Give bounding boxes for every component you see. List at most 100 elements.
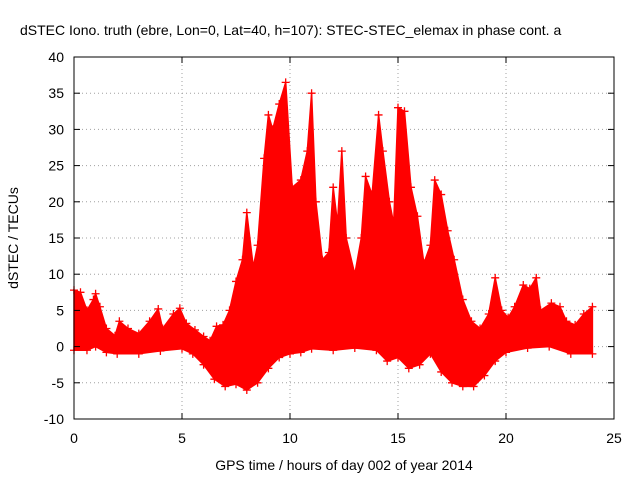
data-point-marker (383, 357, 392, 366)
data-point-marker (419, 259, 428, 268)
x-tick-label: 15 (390, 430, 406, 446)
data-point-marker (406, 183, 415, 192)
data-point-marker (182, 319, 191, 328)
data-point-marker (318, 255, 327, 264)
data-point-marker (484, 310, 493, 319)
data-point-marker (510, 302, 519, 311)
data-point-marker (281, 78, 290, 87)
data-point-marker (76, 288, 85, 297)
data-point-marker (296, 348, 305, 357)
data-point-marker (219, 320, 228, 329)
data-point-marker (467, 317, 476, 326)
data-point-marker (212, 322, 221, 331)
data-point-marker (264, 364, 273, 373)
data-point-marker (588, 349, 597, 358)
y-tick-label: 20 (48, 194, 64, 210)
data-point-marker (536, 306, 545, 315)
data-point-marker (178, 344, 186, 353)
data-point-marker (156, 346, 165, 355)
y-axis-label: dSTEC / TECUs (5, 187, 21, 289)
data-point-marker (430, 176, 439, 185)
data-point-marker (249, 262, 258, 271)
data-point-marker (232, 277, 240, 286)
data-point-marker (389, 219, 398, 228)
chart-title: dSTEC Iono. truth (ebre, Lon=0, Lat=40, … (20, 22, 561, 38)
data-point-marker (145, 317, 154, 326)
data-point-marker (350, 270, 359, 279)
y-tick-label: 0 (56, 339, 64, 355)
data-point-marker (253, 378, 262, 387)
data-point-marker (324, 248, 333, 257)
data-point-marker (115, 317, 124, 326)
data-point-marker (329, 346, 338, 355)
data-point-marker (361, 172, 370, 181)
data-point-marker (242, 208, 251, 217)
data-point-marker (337, 147, 346, 156)
data-point-marker (415, 360, 424, 369)
data-point-marker (385, 197, 394, 206)
data-point-marker (242, 386, 251, 395)
data-point-marker (286, 349, 294, 358)
data-point-marker (303, 147, 312, 156)
y-tick-label: 10 (48, 266, 64, 282)
x-axis-label: GPS time / hours of day 002 of year 2014 (215, 457, 473, 473)
data-point-marker (545, 342, 554, 351)
data-point-marker (296, 176, 305, 185)
data-point-marker (562, 317, 571, 326)
data-point-marker (400, 107, 409, 116)
data-point-marker (91, 289, 100, 298)
data-point-marker (437, 367, 446, 376)
data-point-marker (169, 310, 178, 319)
data-point-marker (89, 295, 98, 304)
data-point-marker (307, 344, 316, 353)
data-point-marker (275, 100, 284, 109)
data-point-marker (190, 325, 199, 334)
data-point-marker (413, 212, 422, 221)
y-tick-label: -10 (44, 411, 64, 427)
data-point-marker (480, 371, 489, 380)
data-point-marker (102, 348, 111, 357)
data-point-marker (378, 147, 387, 156)
data-point-marker (437, 190, 446, 199)
data-point-marker (368, 190, 377, 199)
data-point-marker (95, 302, 104, 311)
data-point-marker (547, 299, 556, 308)
data-point-marker (134, 329, 143, 338)
data-point-marker (253, 241, 262, 250)
data-point-marker (307, 89, 316, 98)
data-point-marker (502, 348, 510, 357)
x-tick-label: 5 (178, 430, 186, 446)
y-tick-label: 25 (48, 158, 64, 174)
data-point-marker (199, 360, 208, 369)
y-tick-label: 30 (48, 121, 64, 137)
x-tick-label: 0 (70, 430, 78, 446)
data-point-marker (566, 349, 575, 358)
data-point-marker (588, 302, 597, 311)
y-tick-label: 40 (48, 49, 64, 65)
data-point-marker (469, 382, 478, 391)
x-tick-label: 10 (282, 430, 298, 446)
data-point-marker (357, 234, 366, 242)
data-point-marker (448, 378, 456, 387)
x-tick-layer: 0 5 10 15 20 25 (70, 57, 622, 446)
data-point-marker (450, 255, 459, 264)
data-point-marker (210, 375, 219, 384)
data-point-marker (504, 313, 513, 322)
data-point-marker (350, 344, 359, 353)
data-point-marker (458, 382, 467, 391)
data-point-marker (491, 273, 500, 282)
y-tick-layer: -10 -5 0 5 10 15 20 25 30 35 40 (44, 49, 614, 427)
data-point-marker (260, 154, 269, 163)
data-point-marker (333, 219, 342, 228)
y-tick-label: 35 (48, 85, 64, 101)
data-point-marker (288, 183, 297, 192)
data-point-marker (523, 344, 532, 353)
y-tick-label: -5 (52, 375, 65, 391)
data-point-marker (134, 349, 143, 358)
data-point-marker (221, 382, 230, 391)
data-point-marker (111, 331, 120, 340)
series-band (73, 82, 594, 391)
data-point-marker (476, 324, 485, 333)
y-tick-label: 15 (48, 230, 64, 246)
